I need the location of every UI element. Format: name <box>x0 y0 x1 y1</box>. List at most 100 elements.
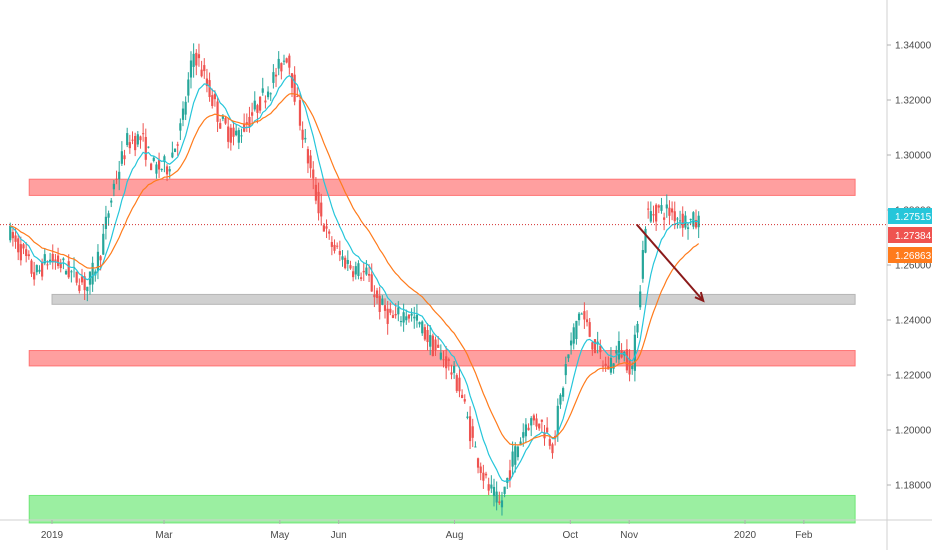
price-label-ema-fast: 1.27384 <box>895 231 932 242</box>
candle-body <box>593 339 597 353</box>
candle-body <box>38 269 41 272</box>
candle-body <box>349 265 352 269</box>
y-tick-label: 1.24000 <box>895 316 932 327</box>
candle-body <box>466 416 469 418</box>
y-tick-label: 1.34000 <box>895 41 932 52</box>
candle-body <box>341 256 344 260</box>
candle-body <box>104 216 108 229</box>
candle-body <box>588 322 591 337</box>
candle-body <box>219 123 222 129</box>
candle-body <box>692 212 695 227</box>
candle-body <box>30 260 33 274</box>
candle-body <box>126 133 129 146</box>
candle-body <box>216 101 219 122</box>
candle-body <box>694 219 698 228</box>
candle-body <box>290 73 294 88</box>
candle-body <box>208 80 211 98</box>
candle-body <box>49 259 52 263</box>
candle-body <box>107 213 110 218</box>
candle-body <box>665 204 668 209</box>
candle-body <box>556 405 559 434</box>
candle-body <box>476 458 480 468</box>
candle-body <box>500 500 504 508</box>
candle-body <box>527 427 530 431</box>
candle-body <box>35 265 38 273</box>
x-tick-label: 2019 <box>41 530 64 541</box>
candle-body <box>312 169 315 179</box>
candle-body <box>373 294 376 298</box>
candle-body <box>9 225 12 241</box>
zone-mid-level <box>51 293 856 305</box>
price-label-last-price: 1.27515 <box>895 212 932 223</box>
candle-body <box>538 423 541 429</box>
candle-body <box>508 470 512 481</box>
candle-body <box>548 439 551 446</box>
candle-body <box>585 319 589 323</box>
candle-body <box>463 399 466 402</box>
candle-body <box>641 250 644 279</box>
candle-body <box>535 418 538 427</box>
candle-body <box>495 491 498 503</box>
candle-body <box>187 79 190 96</box>
candle-body <box>676 218 679 220</box>
price-label-ema-slow: 1.26863 <box>895 251 932 262</box>
candle-body <box>471 426 474 438</box>
ema-slow-line <box>10 92 700 446</box>
candle-body <box>51 253 54 263</box>
x-tick-label: Aug <box>446 530 464 541</box>
candle-body <box>681 213 684 228</box>
candle-body <box>41 262 44 277</box>
candle-body <box>282 60 286 62</box>
candle-body <box>163 156 166 163</box>
candle-body <box>484 473 488 476</box>
candle-body <box>447 359 450 361</box>
candle-body <box>237 130 240 143</box>
candle-body <box>569 340 573 346</box>
candle-body <box>304 137 307 140</box>
candle-body <box>445 356 448 369</box>
candle-body <box>110 200 113 203</box>
candle-body <box>381 298 384 305</box>
x-tick-label: Nov <box>620 530 638 541</box>
candle-body <box>205 78 209 87</box>
candle-body <box>498 501 501 503</box>
y-tick-label: 1.26000 <box>895 261 932 272</box>
y-tick-label: 1.30000 <box>895 151 932 162</box>
candle-body <box>46 264 49 266</box>
candle-body <box>54 259 57 263</box>
candle-body <box>62 258 65 261</box>
candle-body <box>673 211 676 222</box>
candle-body <box>14 235 17 242</box>
candle-body <box>22 244 25 249</box>
candle-body <box>394 314 397 316</box>
x-tick-label: Oct <box>563 530 579 541</box>
candle-body <box>540 419 543 422</box>
candle-body <box>572 327 575 344</box>
candle-body <box>213 93 217 100</box>
candle-body <box>455 375 458 391</box>
candle-body <box>577 313 581 321</box>
candle-body <box>157 160 161 170</box>
candle-body <box>197 54 201 59</box>
candle-body <box>359 277 363 279</box>
candle-body <box>503 486 506 494</box>
candle-body <box>232 127 235 137</box>
x-tick-label: Jun <box>331 530 347 541</box>
candle-body <box>11 232 14 239</box>
forecast-arrow-shaft <box>636 223 704 302</box>
candle-body <box>546 427 549 433</box>
candle-body <box>67 261 70 278</box>
candle-body <box>118 171 121 180</box>
candle-body <box>251 112 254 116</box>
candle-body <box>439 352 442 360</box>
candle-body <box>450 372 453 375</box>
candle-body <box>357 263 360 277</box>
candle-body <box>434 339 437 351</box>
candle-body <box>19 244 22 261</box>
candle-body <box>80 276 84 283</box>
candle-body <box>564 364 567 376</box>
candle-body <box>386 308 389 324</box>
candle-body <box>399 321 403 323</box>
candle-body <box>91 262 94 285</box>
candle-body <box>317 191 320 214</box>
